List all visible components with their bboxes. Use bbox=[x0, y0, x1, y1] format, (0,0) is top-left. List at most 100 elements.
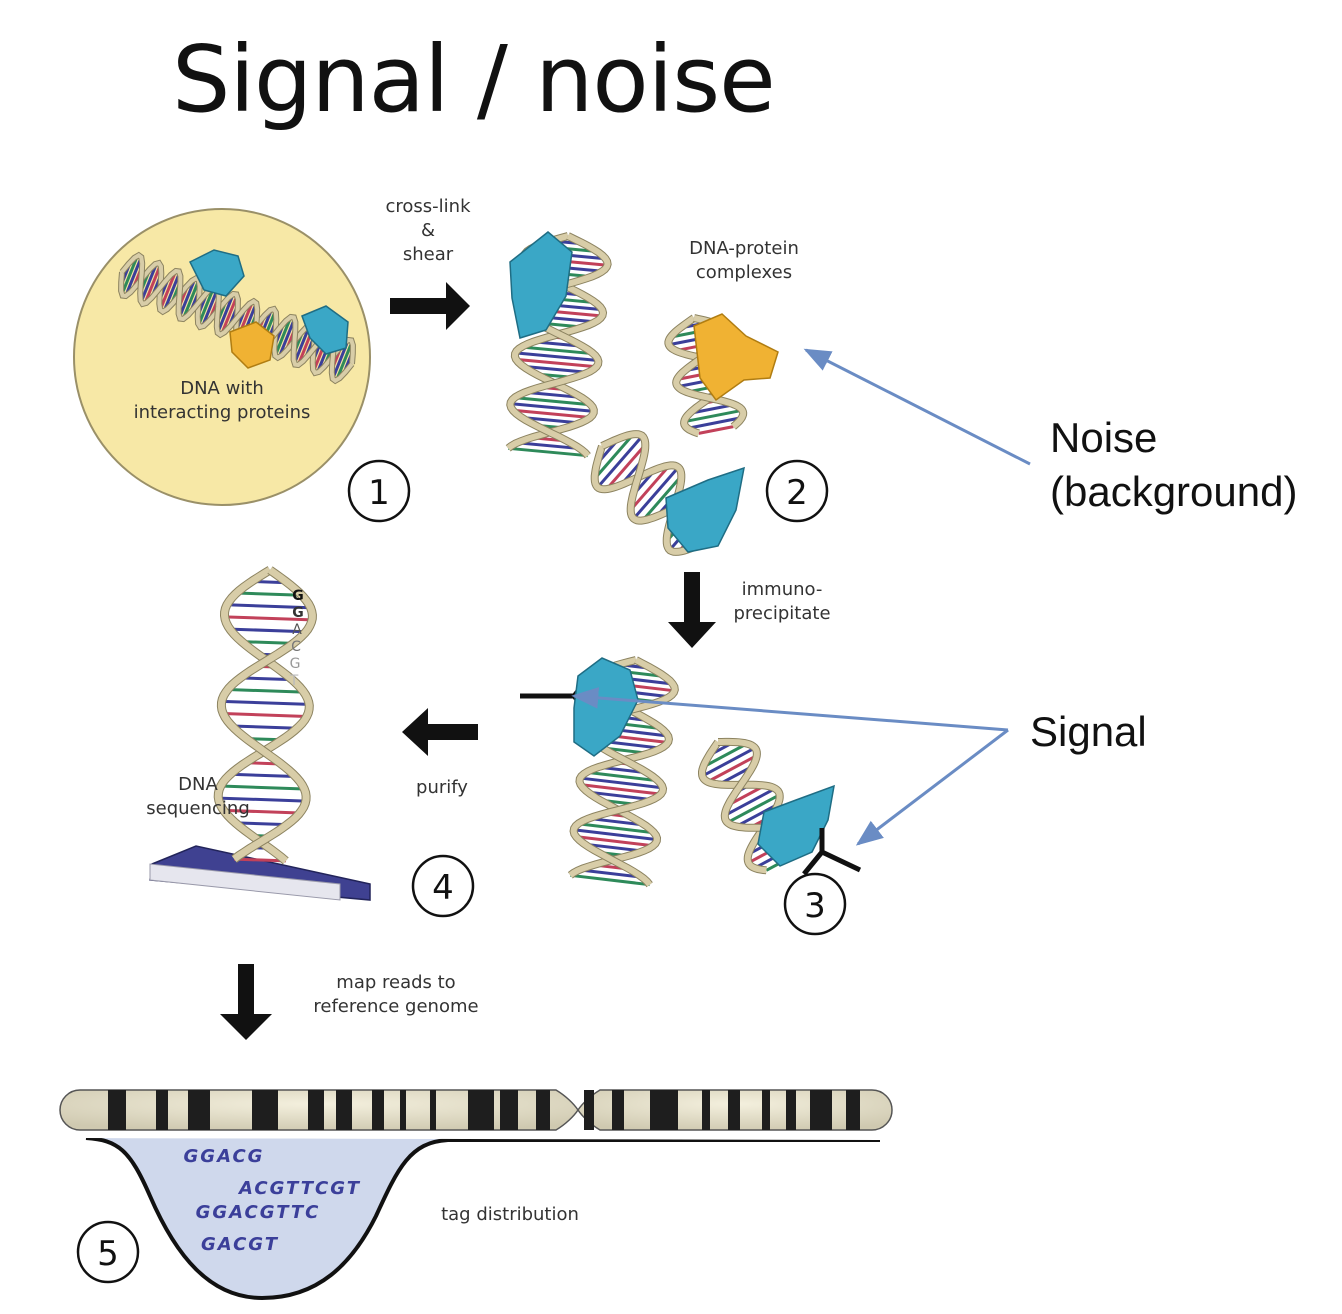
dna-rung bbox=[139, 262, 158, 303]
step4-label-line2: sequencing bbox=[146, 798, 250, 819]
dna-backbone bbox=[591, 445, 712, 555]
dna-rung bbox=[515, 357, 597, 369]
chromosome bbox=[59, 1089, 893, 1131]
signal-pointer-top bbox=[571, 687, 1009, 732]
dna-rung bbox=[735, 802, 779, 828]
map-text-2: reference genome bbox=[313, 996, 478, 1017]
dna-rung bbox=[162, 271, 181, 312]
step5-label: tag distribution bbox=[441, 1204, 579, 1225]
step3-number: 3 bbox=[804, 886, 826, 926]
immuno-arrow-shape bbox=[668, 572, 716, 648]
dna-rung bbox=[231, 724, 298, 730]
dna-rung bbox=[702, 742, 748, 769]
chromosome-band bbox=[468, 1090, 494, 1130]
dna-rung bbox=[629, 464, 671, 511]
dna-rung bbox=[241, 640, 294, 645]
dna-rung bbox=[521, 416, 581, 425]
dna-rung bbox=[515, 351, 599, 363]
chromosome-band bbox=[500, 1090, 518, 1130]
tag-distribution-curve bbox=[85, 1136, 880, 1301]
protein-orange bbox=[229, 321, 275, 369]
dna-rung bbox=[158, 270, 178, 311]
dna-rung bbox=[223, 808, 300, 815]
dna-rung bbox=[570, 873, 650, 887]
immuno-text-1: immuno- bbox=[742, 579, 823, 600]
step4-group: G G A C G T DNA sequencing 4 bbox=[146, 566, 475, 918]
dna-rung bbox=[234, 857, 286, 863]
chromosome-band bbox=[400, 1090, 406, 1130]
map-arrow: map reads to reference genome bbox=[220, 964, 479, 1040]
seq-letter-3: A bbox=[292, 622, 302, 638]
dna-rung bbox=[579, 868, 643, 879]
dna-rung bbox=[584, 842, 644, 853]
chromosome-band bbox=[308, 1090, 324, 1130]
dna-rung bbox=[579, 776, 664, 790]
chromosome-band bbox=[336, 1090, 352, 1130]
dna-rung bbox=[726, 793, 781, 824]
dna-rung bbox=[224, 615, 313, 622]
dna-helix-step4 bbox=[213, 566, 317, 865]
chromosome-bands bbox=[108, 1090, 860, 1130]
mapped-read: GGACGTTC bbox=[196, 1202, 321, 1223]
dna-rung bbox=[517, 441, 581, 451]
step2-label-line2: complexes bbox=[696, 262, 792, 283]
dna-rung bbox=[514, 396, 591, 407]
step4-label-line1: DNA bbox=[178, 774, 218, 795]
chromosome-band bbox=[702, 1090, 710, 1130]
dna-rung bbox=[605, 443, 647, 491]
dna-rung bbox=[577, 822, 655, 835]
noise-label-line1: Noise bbox=[1050, 414, 1158, 461]
mapped-reads: GGACG ACGTTCGT GGACGTTC GACGT bbox=[184, 1146, 361, 1255]
dna-rung bbox=[512, 408, 591, 419]
dna-rung bbox=[510, 402, 595, 413]
dna-rung bbox=[701, 746, 756, 778]
chromosome-band bbox=[846, 1090, 860, 1130]
step5-group: GGACG ACGTTCGT GGACGTTC GACGT tag distribut… bbox=[59, 1089, 893, 1301]
immuno-arrow: immuno- precipitate bbox=[668, 572, 831, 648]
chromosome-band bbox=[728, 1090, 740, 1130]
dna-rung bbox=[273, 316, 293, 357]
protein-blue-b bbox=[301, 305, 349, 355]
dna-rung bbox=[220, 294, 239, 335]
dna-rung bbox=[240, 676, 293, 682]
step2-label-line1: DNA-protein bbox=[689, 238, 799, 259]
dna-backbone bbox=[217, 567, 316, 862]
seq-letter-6: T bbox=[289, 673, 299, 689]
mapped-read: ACGTTCGT bbox=[237, 1178, 361, 1199]
chromosome-band bbox=[188, 1090, 210, 1130]
chromosome-band bbox=[372, 1090, 384, 1130]
dna-rung bbox=[580, 783, 661, 796]
dna-rung bbox=[218, 796, 306, 803]
chromosome-band bbox=[156, 1090, 168, 1130]
complex-protein-blue-top bbox=[509, 231, 573, 339]
noise-pointer bbox=[803, 348, 1031, 466]
crosslink-text-3: shear bbox=[403, 244, 454, 265]
dna-rung bbox=[223, 712, 307, 718]
chromosome-band bbox=[536, 1090, 550, 1130]
chromosome-band bbox=[108, 1090, 126, 1130]
dna-rung bbox=[586, 770, 659, 783]
purify-text: purify bbox=[416, 777, 468, 798]
dna-rung bbox=[587, 790, 653, 802]
antibody-bottom bbox=[802, 828, 862, 876]
sequencing-slide-edge bbox=[149, 863, 341, 901]
chromosome-band bbox=[762, 1090, 770, 1130]
slide-title: Signal / noise bbox=[172, 26, 776, 133]
purify-arrow: purify bbox=[402, 708, 478, 798]
dna-rung bbox=[508, 446, 588, 458]
seq-letter-5: G bbox=[290, 656, 301, 672]
seq-letter-4: C bbox=[291, 639, 301, 655]
step1-badge bbox=[347, 459, 411, 523]
chromosome-band bbox=[430, 1090, 436, 1130]
step2-badge bbox=[765, 459, 829, 523]
dna-rung bbox=[596, 435, 644, 489]
step1-label-line1: DNA with bbox=[180, 378, 264, 399]
mapped-read: GACGT bbox=[201, 1234, 279, 1255]
signal-pointer-bottom bbox=[855, 728, 1009, 846]
dna-backbone bbox=[699, 740, 783, 874]
dna-rung bbox=[181, 279, 201, 320]
chromosome-band bbox=[584, 1090, 594, 1130]
dna-rung bbox=[593, 433, 635, 480]
step2-group: DNA-protein complexes 2 bbox=[505, 231, 829, 556]
